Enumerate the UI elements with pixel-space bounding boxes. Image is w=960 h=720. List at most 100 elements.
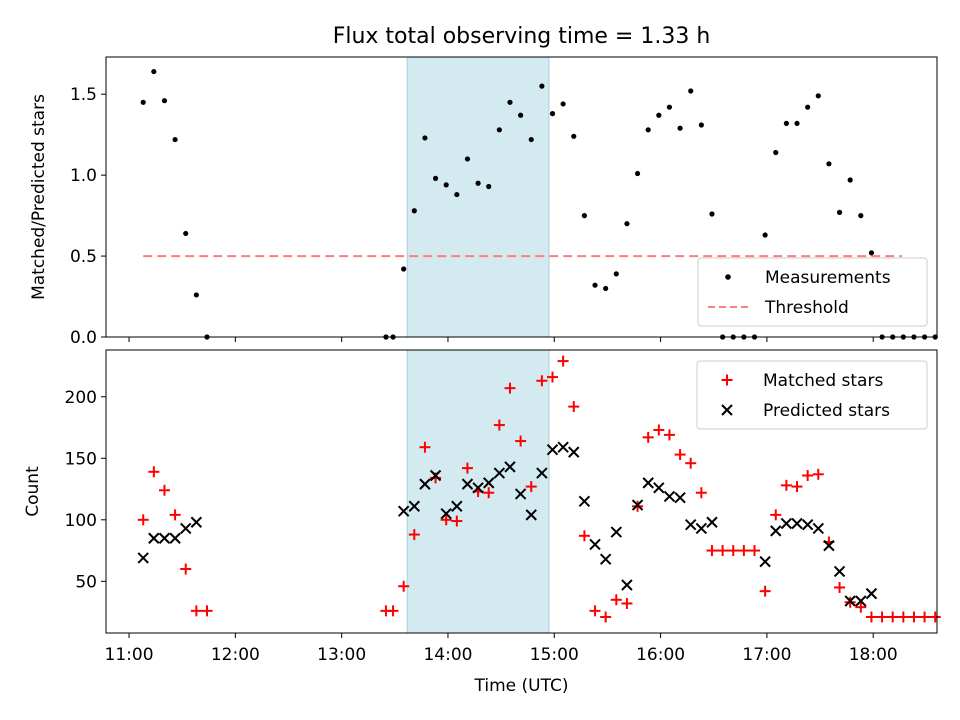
measurement-point — [528, 136, 534, 143]
predicted-star-point — [578, 495, 591, 508]
matched-star-point — [387, 605, 399, 617]
matched-star-point — [610, 594, 622, 606]
predicted-star-point — [855, 595, 867, 607]
top-y-tick-label: 0.5 — [70, 247, 97, 267]
measurement-point — [496, 127, 502, 133]
measurement-point — [868, 250, 875, 256]
measurement-point — [571, 133, 577, 139]
bottom-y-axis-label: Count — [23, 466, 43, 517]
predicted-star-point — [546, 443, 559, 456]
matched-star-point — [148, 466, 160, 478]
x-tick-label: 15:00 — [530, 645, 579, 665]
measurement-point — [161, 98, 168, 104]
matched-star-point — [169, 509, 181, 521]
matched-star-point — [419, 441, 431, 453]
measurement-point — [581, 213, 588, 219]
measurement-point — [151, 68, 157, 75]
measurement-point — [826, 161, 832, 167]
measurement-point — [464, 156, 471, 162]
predicted-star-point — [557, 441, 569, 453]
measurement-point — [432, 175, 439, 181]
measurement-point — [794, 120, 800, 126]
measurement-point — [773, 149, 779, 156]
bottom-legend-box — [696, 360, 928, 430]
matched-star-point — [137, 514, 149, 526]
matched-star-point — [547, 371, 559, 383]
matched-star-point — [929, 611, 941, 623]
matched-star-point — [504, 382, 516, 394]
predicted-star-point — [801, 519, 814, 531]
matched-star-point — [770, 509, 782, 521]
legend-threshold-label: Threshold — [764, 298, 849, 318]
matched-star-point — [791, 481, 803, 493]
measurement-point — [847, 177, 853, 183]
predicted-star-point — [536, 467, 548, 479]
matched-star-point — [461, 462, 473, 474]
matched-star-point — [525, 481, 537, 493]
predicted-star-point — [429, 469, 442, 482]
measurement-point — [762, 232, 768, 238]
matched-star-point — [493, 419, 505, 431]
matched-star-point — [706, 545, 718, 557]
legend-x-glyph — [721, 404, 733, 416]
measurement-point — [815, 93, 821, 99]
matched-star-point — [158, 484, 170, 496]
predicted-star-point — [568, 446, 580, 458]
x-tick-label: 13:00 — [317, 645, 366, 665]
predicted-star-point — [759, 555, 771, 568]
predicted-star-point — [631, 499, 644, 511]
matched-star-point — [876, 611, 888, 623]
predicted-star-point — [472, 482, 484, 494]
x-axis-label: Time (UTC) — [474, 676, 569, 696]
measurement-point — [613, 271, 619, 277]
x-tick-label: 12:00 — [211, 645, 260, 665]
predicted-star-point — [599, 553, 612, 565]
legend-predicted-label: Predicted stars — [763, 401, 890, 421]
matched-star-point — [483, 487, 495, 499]
legend-plus-glyph — [721, 374, 733, 386]
predicted-star-point — [770, 525, 782, 537]
measurement-point — [422, 135, 428, 141]
measurement-point — [592, 282, 598, 288]
predicted-star-point — [397, 505, 410, 517]
predicted-star-point — [823, 539, 835, 552]
matched-star-point — [451, 515, 463, 527]
x-tick-label: 11:00 — [105, 645, 154, 665]
legend-matched-label: Matched stars — [763, 371, 883, 391]
predicted-star-point — [833, 565, 846, 578]
measurement-point — [783, 120, 789, 126]
matched-star-point — [515, 435, 527, 447]
matched-star-point — [812, 468, 824, 480]
matched-star-point — [536, 375, 548, 387]
matched-star-point — [180, 563, 192, 575]
measurement-point — [401, 266, 407, 272]
predicted-star-point — [169, 532, 181, 544]
matched-star-point — [190, 605, 202, 617]
x-tick-label: 16:00 — [636, 645, 685, 665]
top-legend-box — [697, 257, 928, 327]
top-y-tick-label: 1.5 — [70, 85, 97, 105]
predicted-star-point — [451, 500, 463, 512]
predicted-star-point — [695, 522, 708, 535]
measurement-point — [539, 83, 545, 89]
predicted-star-point — [514, 488, 527, 500]
predicted-star-point — [440, 507, 452, 520]
matched-star-point — [600, 611, 612, 623]
measurement-point — [443, 182, 449, 188]
top-panel: 0.0 0.5 1.0 1.5 Flux total observing time =… — [29, 24, 938, 348]
predicted-star-point — [493, 467, 506, 479]
measurement-point — [549, 111, 556, 117]
matched-star-point — [865, 611, 877, 623]
bottom-y-tick-label: 50 — [75, 572, 97, 592]
predicted-star-point — [190, 516, 203, 528]
predicted-star-point — [706, 516, 718, 528]
legend-measurements-label: Measurements — [765, 268, 891, 288]
predicted-star-point — [812, 522, 824, 535]
matched-star-point — [653, 424, 665, 436]
measurement-point — [624, 221, 630, 227]
measurement-point — [518, 112, 524, 118]
predicted-star-point — [461, 478, 474, 490]
matched-star-point — [674, 449, 686, 461]
x-tick-label: 14:00 — [423, 645, 472, 665]
